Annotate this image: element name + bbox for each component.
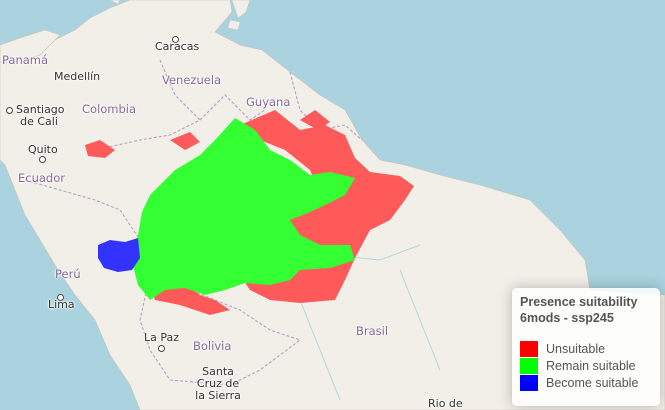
label-colombia: Colombia [82,102,137,116]
label-caracas: Caracas [155,40,200,53]
legend-label-remain-suitable: Remain suitable [546,358,636,373]
legend-swatch-become-suitable [520,374,538,391]
label-peru: Perú [55,267,81,281]
label-santa-cruz: Santa Cruz de la Sierra [195,365,241,402]
caracas-dot [172,36,179,43]
legend-title-line2: 6mods - ssp245 [520,311,614,325]
lima-dot [57,294,64,301]
country-borders [24,59,363,386]
legend-label-become-suitable: Become suitable [546,375,639,390]
legend: Presence suitability 6mods - ssp245 Unsu… [512,288,660,406]
label-guyana: Guyana [246,95,291,109]
legend-item-unsuitable: Unsuitable [520,340,652,357]
legend-label-unsuitable: Unsuitable [546,341,606,356]
central-america-land [0,29,61,63]
legend-title-line1: Presence suitability [520,295,638,309]
caribbean-islands [109,0,251,31]
label-rio: Rio de [428,397,463,410]
la-paz-dot [158,345,165,352]
label-quito: Quito [28,143,58,156]
label-santiago-cali: Santiago de Cali [16,103,65,128]
quito-dot [39,156,46,163]
label-la-paz: La Paz [144,331,180,344]
remain-suitable-area [132,118,355,300]
legend-swatch-remain-suitable [520,357,538,374]
label-venezuela: Venezuela [162,73,222,87]
label-panama: Panamá [2,53,49,67]
become-suitable-area [98,238,140,272]
label-ecuador: Ecuador [18,171,65,185]
label-brasil: Brasil [356,324,389,338]
label-lima: Lima [48,298,75,311]
santiago-cali-dot [6,107,13,114]
legend-item-remain-suitable: Remain suitable [520,357,652,374]
label-bolivia: Bolivia [193,339,232,353]
legend-swatch-unsuitable [520,340,538,357]
legend-item-become-suitable: Become suitable [520,374,652,391]
label-medellin: Medellín [54,70,101,83]
